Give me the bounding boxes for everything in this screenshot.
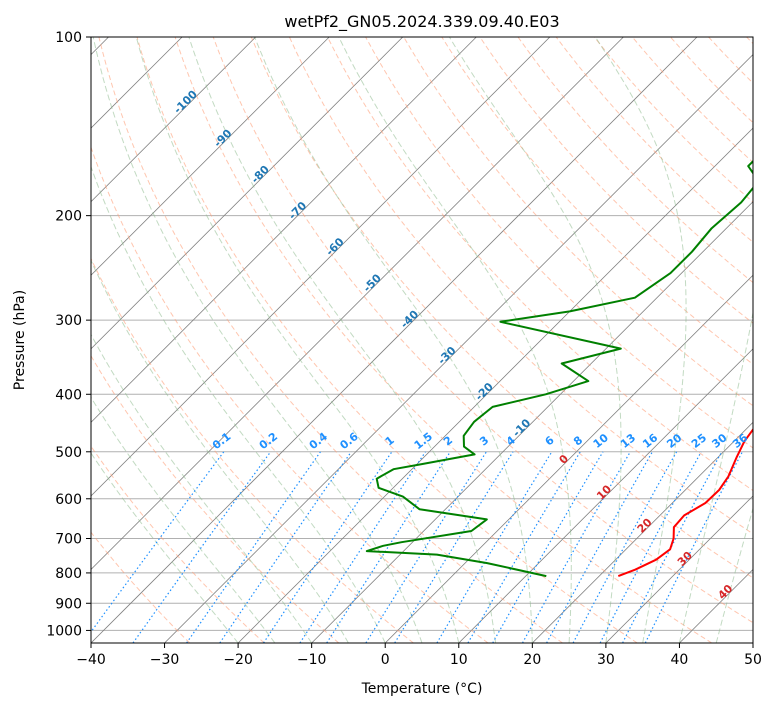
isotherm-line bbox=[237, 127, 753, 643]
dry-adiabat-line bbox=[631, 37, 753, 164]
isotherm-line bbox=[532, 421, 753, 643]
x-tick-label: −30 bbox=[150, 652, 180, 668]
dewpoint-profile-line bbox=[365, 159, 753, 578]
mixing-ratio-line bbox=[521, 451, 631, 643]
y-tick-label: 1000 bbox=[46, 623, 82, 639]
x-tick-label: −20 bbox=[223, 652, 253, 668]
dry-adiabat-line bbox=[136, 37, 638, 643]
mixing-ratio-line bbox=[492, 451, 604, 643]
y-axis-label: Pressure (hPa) bbox=[12, 290, 28, 390]
mixing-ratio-line bbox=[572, 451, 678, 643]
dry-adiabat-line bbox=[91, 531, 191, 643]
dry-adiabat-line bbox=[91, 257, 414, 643]
mixing-ratio-line bbox=[326, 451, 451, 643]
mixing-ratio-line bbox=[186, 451, 321, 643]
y-tick-label: 200 bbox=[55, 209, 82, 225]
y-tick-label: 600 bbox=[55, 492, 82, 508]
plot-frame bbox=[90, 36, 754, 644]
chart-title: wetPf2_GN05.2024.339.09.40.E03 bbox=[284, 12, 559, 32]
mixing-ratio-line bbox=[219, 451, 352, 643]
isotherm-line bbox=[91, 37, 330, 276]
dry-adiabat-line bbox=[593, 37, 753, 203]
dry-adiabat-line bbox=[288, 37, 753, 535]
mixing-ratio-line bbox=[546, 451, 653, 643]
moist-adiabat-line bbox=[594, 37, 687, 643]
dry-adiabat-line bbox=[250, 37, 753, 579]
x-tick-label: 0 bbox=[381, 652, 390, 668]
y-tick-label: 900 bbox=[55, 596, 82, 612]
dry-adiabat-line bbox=[517, 37, 753, 284]
dry-adiabat-line bbox=[327, 37, 753, 492]
moist-adiabat-line bbox=[188, 37, 497, 643]
mixing-ratio-line bbox=[436, 451, 553, 643]
y-tick-label: 700 bbox=[55, 532, 82, 548]
dry-adiabat-line bbox=[174, 37, 713, 643]
dry-adiabat-line bbox=[91, 354, 340, 643]
dry-adiabat-line bbox=[403, 37, 753, 407]
x-tick-label: −10 bbox=[297, 652, 327, 668]
x-axis-label: Temperature (°C) bbox=[361, 681, 483, 697]
moist-adiabat-line bbox=[338, 37, 572, 643]
x-tick-label: −40 bbox=[76, 652, 106, 668]
x-tick-label: 30 bbox=[597, 652, 615, 668]
dry-adiabat-line bbox=[212, 37, 753, 624]
isotherm-line bbox=[605, 495, 753, 643]
isotherm-line bbox=[91, 37, 477, 423]
y-tick-label: 800 bbox=[55, 566, 82, 582]
moist-adiabat-line bbox=[135, 37, 460, 643]
y-tick-label: 500 bbox=[55, 445, 82, 461]
isotherm-line bbox=[91, 37, 551, 497]
moist-adiabat-line bbox=[91, 452, 239, 643]
temperature-profile-line bbox=[617, 427, 753, 578]
y-tick-label: 400 bbox=[55, 387, 82, 403]
dry-adiabat-line bbox=[98, 37, 563, 643]
y-tick-label: 100 bbox=[55, 30, 82, 46]
mixing-ratio-line bbox=[365, 451, 487, 643]
isotherm-line bbox=[91, 37, 698, 643]
moist-adiabat-line bbox=[91, 165, 386, 643]
x-tick-label: 10 bbox=[450, 652, 468, 668]
moist-adiabat-line bbox=[448, 37, 622, 643]
isotherm-line bbox=[91, 37, 624, 571]
isotherm-line bbox=[91, 37, 404, 350]
moist-adiabat-line bbox=[254, 37, 533, 643]
dry-adiabat-line bbox=[91, 146, 489, 643]
dry-adiabat-line bbox=[479, 37, 753, 324]
moist-adiabat-line bbox=[91, 259, 349, 643]
moist-adiabat-line bbox=[91, 396, 276, 643]
moist-adiabat-line bbox=[91, 333, 313, 643]
moist-adiabat-line bbox=[678, 310, 753, 643]
isotherm-line bbox=[384, 274, 753, 643]
mixing-ratio-line bbox=[132, 451, 272, 643]
x-tick-label: 20 bbox=[523, 652, 541, 668]
isotherm-line bbox=[91, 37, 256, 203]
mixing-ratio-line bbox=[394, 451, 514, 643]
isotherm-line bbox=[164, 53, 753, 643]
moist-adiabat-line bbox=[92, 37, 423, 643]
y-tick-label: 300 bbox=[55, 313, 82, 329]
isotherm-line bbox=[752, 642, 753, 643]
x-tick-label: 50 bbox=[744, 652, 762, 668]
mixing-ratio-line bbox=[467, 451, 581, 643]
x-tick-label: 40 bbox=[671, 652, 689, 668]
moist-adiabat-line bbox=[715, 506, 753, 643]
isotherm-line bbox=[458, 348, 753, 643]
dry-adiabat-line bbox=[441, 37, 753, 365]
plot-background bbox=[91, 37, 753, 643]
dry-adiabat-line bbox=[365, 37, 753, 449]
